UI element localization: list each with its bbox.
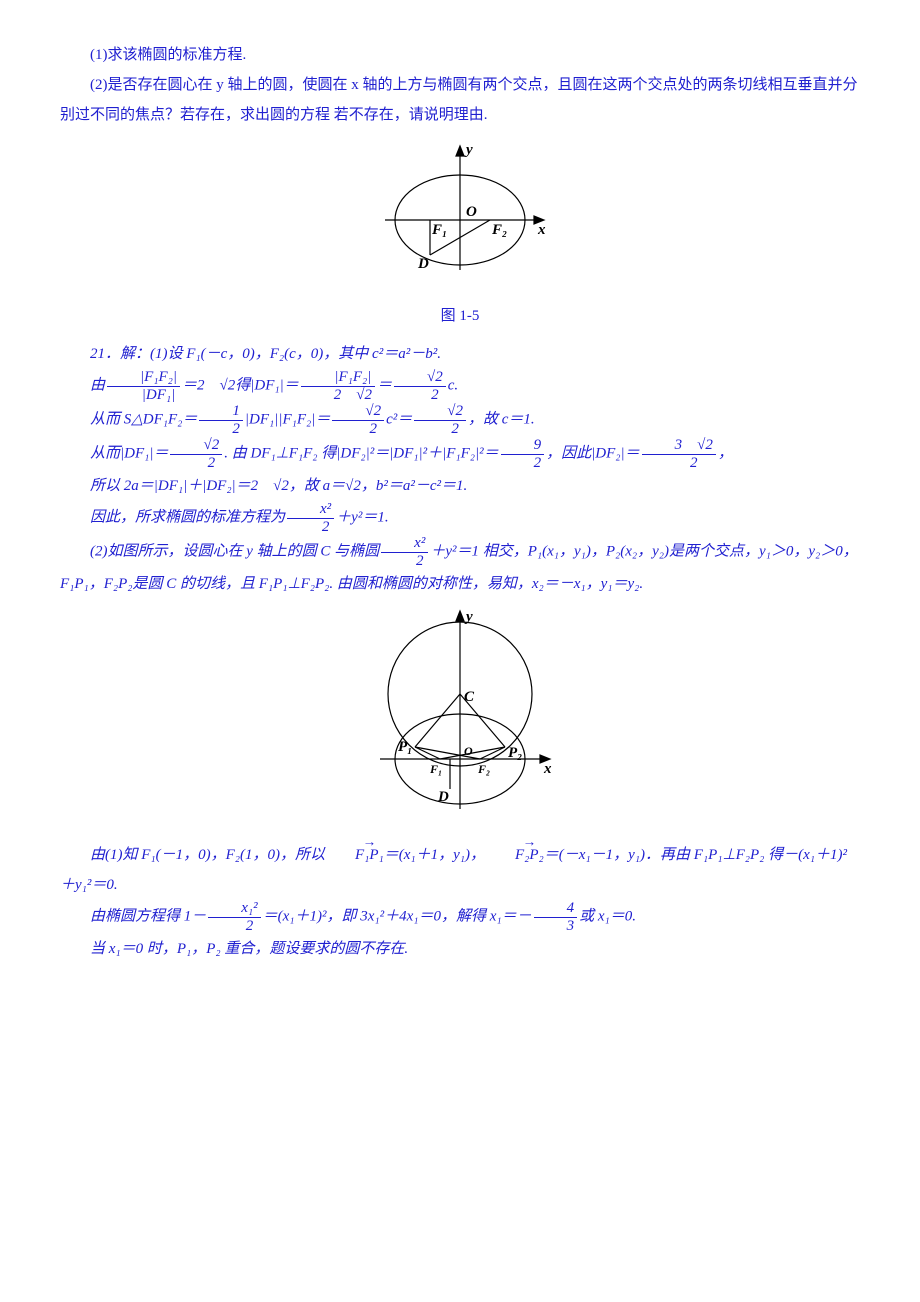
svg-text:P₂: P₂ [508, 745, 522, 761]
svg-text:D: D [417, 256, 429, 272]
solution-line-5: 所以 2a＝|DF₁|＋|DF₂|＝2 √2，故 a＝√2，b²＝a²－c²＝1… [60, 471, 860, 501]
question-1: (1)求该椭圆的标准方程. [60, 40, 860, 70]
svg-text:y: y [464, 142, 473, 158]
svg-text:F₂: F₂ [477, 762, 490, 776]
svg-text:O: O [466, 204, 477, 220]
solution2-line-3: 当 x₁＝0 时，P₁，P₂ 重合，题设要求的圆不存在. [60, 934, 860, 964]
svg-text:D: D [437, 789, 449, 805]
svg-text:x: x [543, 761, 552, 777]
svg-text:F₁: F₁ [431, 222, 447, 238]
solution-line-6: 因此，所求椭圆的标准方程为x²2＋y²＝1. [60, 501, 860, 535]
svg-text:C: C [464, 689, 475, 705]
figure-1: y x O F₁ F₂ D [60, 140, 860, 291]
solution-line-3: 从而 S△DF₁F₂＝12|DF₁||F₁F₂|＝√22c²＝√22，故 c＝1… [60, 403, 860, 437]
figure-2: y x O C F₁ F₂ P₁ P₂ D [60, 609, 860, 830]
solution-line-4: 从而|DF₁|＝√22. 由 DF₁⊥F₁F₂ 得|DF₂|²＝|DF₁|²＋|… [60, 437, 860, 471]
svg-text:y: y [464, 609, 473, 625]
svg-text:P₁: P₁ [398, 739, 412, 755]
svg-text:O: O [464, 744, 473, 758]
solution2-line-2: 由椭圆方程得 1－x₁²2＝(x₁＋1)²，即 3x₁²＋4x₁＝0，解得 x₁… [60, 900, 860, 934]
solution-part2-a: (2)如图所示，设圆心在 y 轴上的圆 C 与椭圆x²2＋y²＝1 相交，P₁(… [60, 535, 860, 599]
question-2: (2)是否存在圆心在 y 轴上的圆，使圆在 x 轴的上方与椭圆有两个交点，且圆在… [60, 70, 860, 130]
svg-text:F₂: F₂ [491, 222, 507, 238]
svg-text:x: x [537, 222, 546, 238]
solution-line-2: 由|F₁F₂||DF₁|＝2 √2得|DF₁|＝|F₁F₂|2 √2＝√22c. [60, 369, 860, 403]
svg-text:F₁: F₁ [429, 762, 442, 776]
solution2-line-1: 由(1)知 F₁(－1，0)，F₂(1，0)，所以F₁P₁＝(x₁＋1，y₁)，… [60, 840, 860, 900]
figure-1-caption: 图 1-5 [60, 301, 860, 331]
solution-head: 21．解：(1)设 F₁(－c，0)，F₂(c，0)，其中 c²＝a²－b². [60, 339, 860, 369]
